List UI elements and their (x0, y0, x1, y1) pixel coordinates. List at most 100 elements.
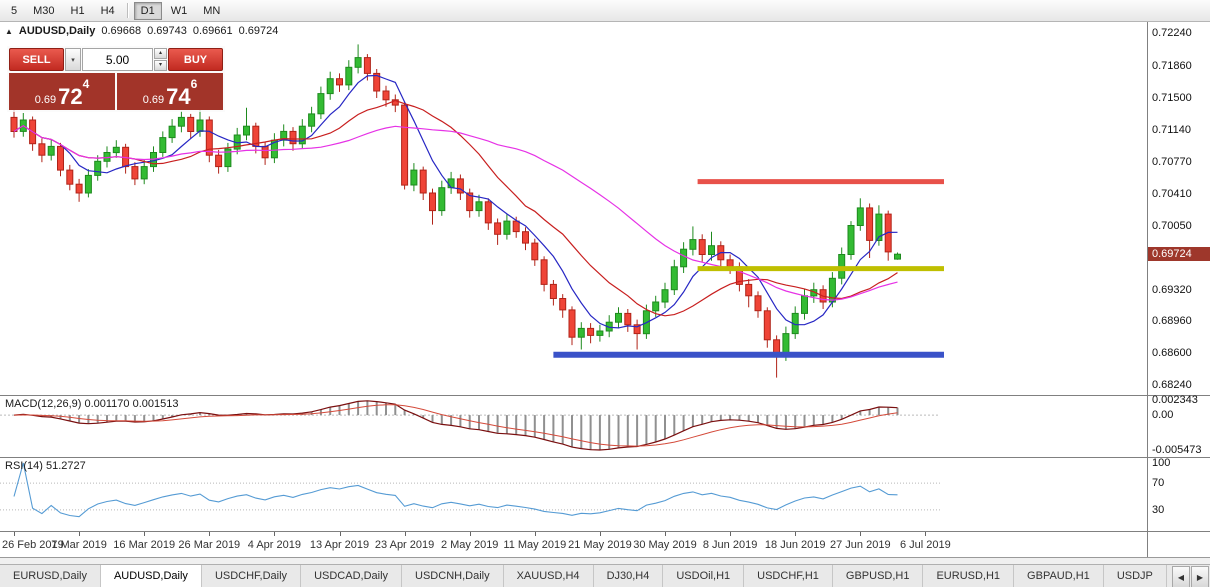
chart-tab-usdcad-daily[interactable]: USDCAD,Daily (301, 565, 403, 587)
timeframe-button-M30[interactable]: M30 (33, 4, 55, 17)
one-click-trading-panel: SELL ▾ 5.00 ▴ ▾ BUY 0.69 72 4 0.69 74 6 (7, 46, 225, 112)
macd-panel-row: MACD(12,26,9) 0.001170 0.001513 0.002343… (0, 394, 1210, 458)
lot-stepper[interactable]: ▴ ▾ (154, 48, 167, 71)
chevron-down-icon: ▾ (71, 56, 75, 64)
time-tick (274, 532, 276, 536)
ohlc-low: 0.69661 (192, 25, 233, 37)
timeframe-toolbar: 5 M30 H1 H4 D1 W1 MN (0, 0, 1210, 22)
date-label: 6 Jul 2019 (900, 539, 951, 551)
date-label: 7 Mar 2019 (51, 539, 107, 551)
stepper-up-icon[interactable]: ▴ (154, 48, 167, 59)
date-label: 4 Apr 2019 (247, 539, 301, 551)
main-chart-area[interactable]: ▲ AUDUSD,Daily 0.69668 0.69743 0.69661 0… (0, 22, 1148, 395)
rsi-panel-row: RSI(14) 51.2727 100 70 30 (0, 457, 1210, 532)
time-tick (144, 532, 146, 536)
macd-axis[interactable]: 0.002343 0.00 -0.005473 (1148, 394, 1210, 457)
chart-tab-usdcnh-daily[interactable]: USDCNH,Daily (402, 565, 504, 587)
rsi-axis-label: 30 (1152, 503, 1165, 516)
time-tick (404, 532, 406, 536)
time-tick (14, 532, 15, 536)
sell-price-pips: 72 (58, 84, 83, 109)
date-label: 23 Apr 2019 (374, 539, 435, 551)
timeframe-button-D1[interactable]: D1 (133, 1, 162, 20)
buy-button[interactable]: BUY (168, 48, 223, 71)
date-label: 18 Jun 2019 (764, 539, 826, 551)
chart-tab-usdchf-h1[interactable]: USDCHF,H1 (744, 565, 833, 587)
lot-dropdown-button[interactable]: ▾ (65, 48, 81, 71)
rsi-panel[interactable]: RSI(14) 51.2727 (0, 458, 1148, 531)
time-tick (599, 532, 601, 536)
status-strip (0, 558, 1210, 564)
time-tick (730, 532, 732, 536)
price-axis-label: 0.71500 (1152, 92, 1192, 105)
buy-price-pips: 74 (166, 84, 191, 109)
rsi-axis-label: 70 (1152, 477, 1165, 490)
time-axis-corner (1148, 532, 1210, 557)
chart-icon: ▲ (5, 26, 13, 36)
chart-symbol: AUDUSD,Daily (18, 25, 96, 37)
rsi-chart[interactable] (0, 458, 1147, 531)
trade-prices-row: 0.69 72 4 0.69 74 6 (9, 73, 223, 110)
date-label: 16 Mar 2019 (113, 539, 176, 551)
tab-scroll-right-icon[interactable]: ▶ (1191, 566, 1209, 587)
chart-tab-usdchf-daily[interactable]: USDCHF,Daily (201, 565, 302, 587)
time-tick (860, 532, 862, 536)
chart-tab-audusd-daily[interactable]: AUDUSD,Daily (100, 565, 202, 587)
chart-tab-xauusd-h4[interactable]: XAUUSD,H4 (503, 565, 594, 587)
candlestick-chart[interactable] (0, 22, 1147, 395)
rsi-label: RSI(14) 51.2727 (5, 460, 86, 472)
chart-tabs-bar: EURUSD,Daily AUDUSD,Daily USDCHF,Daily USDC… (0, 564, 1210, 587)
price-axis-label: 0.71860 (1152, 60, 1192, 73)
time-tick (665, 532, 666, 536)
timeframe-button-5[interactable]: 5 (11, 4, 18, 17)
chart-tab-dj30-h4[interactable]: DJ30,H4 (593, 565, 664, 587)
chart-tab-eurusd-daily[interactable]: EURUSD,Daily (0, 565, 101, 587)
chart-title: ▲ AUDUSD,Daily 0.69668 0.69743 0.69661 0… (5, 25, 278, 37)
date-label: 26 Mar 2019 (178, 539, 241, 551)
date-label: 30 May 2019 (633, 539, 697, 551)
ohlc-open: 0.69668 (101, 25, 142, 37)
stepper-down-icon[interactable]: ▾ (154, 60, 167, 71)
timeframe-button-H4[interactable]: H4 (100, 4, 115, 17)
price-axis-label: 0.69320 (1152, 283, 1192, 296)
chart-tab-usdoil-h1[interactable]: USDOil,H1 (663, 565, 745, 587)
chart-tab-eurusd-h1[interactable]: EURUSD,H1 (923, 565, 1015, 587)
date-label: 11 May 2019 (503, 539, 567, 551)
buy-price-display[interactable]: 0.69 74 6 (117, 73, 223, 110)
date-label: 27 Jun 2019 (830, 539, 891, 551)
toolbar-separator (126, 3, 129, 18)
sell-price-display[interactable]: 0.69 72 4 (9, 73, 115, 110)
price-axis-label: 0.70770 (1152, 156, 1192, 169)
time-axis[interactable]: 26 Feb 2019 7 Mar 2019 16 Mar 2019 26 Mar 2… (0, 532, 1148, 557)
lot-size-input[interactable]: 5.00 (82, 48, 153, 71)
price-axis-label: 0.72240 (1152, 26, 1192, 39)
sell-price-base: 0.69 (34, 94, 57, 106)
timeframe-button-MN[interactable]: MN (203, 4, 221, 17)
price-axis-label: 0.68960 (1152, 315, 1192, 328)
timeframe-button-H1[interactable]: H1 (70, 4, 85, 17)
time-tick (925, 532, 927, 536)
price-axis-label: 0.68240 (1152, 378, 1192, 391)
chart-tab-gbpusd-h1[interactable]: GBPUSD,H1 (832, 565, 924, 587)
time-tick (79, 532, 81, 536)
date-label: 26 Feb 2019 (2, 539, 64, 551)
macd-panel[interactable]: MACD(12,26,9) 0.001170 0.001513 (0, 396, 1148, 457)
price-axis-label: 0.70050 (1152, 219, 1192, 232)
date-label: 13 Apr 2019 (309, 539, 370, 551)
chart-tab-gbpaud-h1[interactable]: GBPAUD,H1 (1014, 565, 1104, 587)
buy-price-base: 0.69 (142, 94, 165, 106)
sell-price-frac: 4 (82, 77, 90, 91)
rsi-axis[interactable]: 100 70 30 (1148, 457, 1210, 531)
sell-button[interactable]: SELL (9, 48, 64, 71)
price-axis[interactable]: 0.72240 0.71860 0.71500 0.71140 0.70770 0.704… (1148, 22, 1210, 395)
macd-chart[interactable] (0, 396, 1147, 457)
chart-tab-usdjp[interactable]: USDJP (1103, 565, 1167, 587)
tab-scroll-left-icon[interactable]: ◀ (1172, 566, 1190, 587)
time-axis-row: 26 Feb 2019 7 Mar 2019 16 Mar 2019 26 Mar 2… (0, 532, 1210, 558)
rsi-axis-label: 100 (1152, 457, 1171, 469)
ohlc-high: 0.69743 (147, 25, 187, 37)
trade-controls-row: SELL ▾ 5.00 ▴ ▾ BUY (9, 48, 223, 71)
macd-axis-label: -0.005473 (1152, 443, 1202, 456)
timeframe-button-W1[interactable]: W1 (170, 4, 188, 17)
tab-scroll-arrows: ◀ ▶ (1172, 565, 1210, 587)
